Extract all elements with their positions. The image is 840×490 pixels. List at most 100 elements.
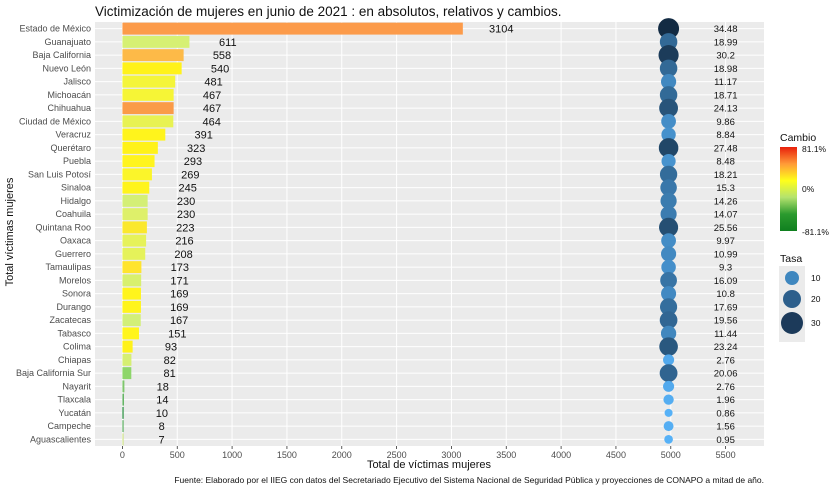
bar-value-label: 540 xyxy=(211,63,229,75)
state-label: Durango xyxy=(56,302,91,312)
bar xyxy=(122,287,141,300)
bar xyxy=(122,247,146,260)
state-label: Hidalgo xyxy=(60,196,91,206)
state-label: Nuevo León xyxy=(42,63,91,73)
bar-value-label: 8 xyxy=(159,421,165,433)
bar-value-label: 223 xyxy=(176,222,194,234)
rate-label: 8.48 xyxy=(716,157,735,168)
state-label: Estado de México xyxy=(19,24,91,34)
chart-title: Victimización de mujeres en junio de 202… xyxy=(95,4,562,19)
rate-point xyxy=(661,127,676,142)
x-tick-label: 3500 xyxy=(496,450,516,460)
bar xyxy=(122,340,133,353)
rate-points xyxy=(658,18,680,444)
bar xyxy=(122,234,147,247)
rate-point xyxy=(660,179,677,196)
rate-label: 8.84 xyxy=(716,130,735,141)
x-tick-labels: 0 500 1000 1500 2000 2500 3000 3500 4000 4500 5000… xyxy=(120,446,736,460)
rate-label: 10.8 xyxy=(716,289,735,300)
legend-tasa-key-30 xyxy=(781,312,803,334)
rate-point xyxy=(658,18,680,40)
source-caption: Fuente: Elaborado por el IIEG con datos … xyxy=(174,475,764,485)
rate-label: 9.97 xyxy=(716,236,735,247)
legend-tasa: Tasa 10 20 30 xyxy=(779,253,821,342)
state-label: Nayarit xyxy=(62,381,91,391)
bar-value-label: 391 xyxy=(195,130,213,142)
legend-cambio: Cambio 81.1% 0% -81.1% xyxy=(780,132,829,237)
bar-value-label: 171 xyxy=(170,275,188,287)
rate-point xyxy=(661,154,676,169)
rate-label: 20.06 xyxy=(714,369,738,380)
legend-cambio-mid: 0% xyxy=(802,184,815,194)
rate-label: 0.95 xyxy=(716,435,735,446)
bar-value-label: 18 xyxy=(157,381,169,393)
rate-point xyxy=(658,45,679,66)
bar xyxy=(122,393,124,406)
bar-value-label: 10 xyxy=(156,408,168,420)
bar-value-label: 82 xyxy=(164,355,176,367)
rate-label: 34.48 xyxy=(714,24,738,35)
bar xyxy=(122,221,147,234)
rate-label: 14.26 xyxy=(714,196,738,207)
rate-label: 23.24 xyxy=(714,342,738,353)
bar xyxy=(122,102,174,115)
state-label: Tabasco xyxy=(57,328,91,338)
rate-label: 17.69 xyxy=(714,302,738,313)
x-tick-label: 0 xyxy=(120,450,125,460)
bar xyxy=(122,115,174,128)
bar xyxy=(122,406,124,419)
bar xyxy=(122,155,155,168)
bar-value-label: 14 xyxy=(156,395,168,407)
bar-value-label: 169 xyxy=(170,302,188,314)
bar xyxy=(122,367,132,380)
rate-point xyxy=(664,408,673,417)
bar xyxy=(122,353,132,366)
state-label: Oaxaca xyxy=(60,236,91,246)
bar xyxy=(122,22,463,35)
bar xyxy=(122,128,166,141)
rate-point xyxy=(661,286,677,302)
state-label: Sonora xyxy=(62,289,91,299)
rate-label: 9.3 xyxy=(719,263,732,274)
rate-point xyxy=(660,74,677,90)
rate-label: 18.98 xyxy=(714,64,738,75)
rate-point xyxy=(659,364,678,383)
bar-value-label: 216 xyxy=(175,236,193,248)
rate-point xyxy=(661,233,676,249)
state-label: Zacatecas xyxy=(49,315,91,325)
x-tick-label: 2500 xyxy=(387,450,407,460)
rate-point xyxy=(659,86,678,104)
bar xyxy=(122,314,141,327)
rate-point xyxy=(661,114,676,129)
state-label: Quintana Roo xyxy=(35,222,91,232)
bar-value-label: 208 xyxy=(174,249,192,261)
rate-label: 18.71 xyxy=(714,90,738,101)
state-label: Sinaloa xyxy=(61,183,91,193)
legend-cambio-max: 81.1% xyxy=(802,144,827,154)
legend-colorbar xyxy=(780,147,797,231)
bar-value-label: 151 xyxy=(168,328,186,340)
rate-point xyxy=(659,311,678,329)
state-label: Veracruz xyxy=(55,130,91,140)
bar xyxy=(122,300,141,313)
bar-value-label: 611 xyxy=(219,37,237,49)
bars xyxy=(122,22,463,446)
bar-value-label: 245 xyxy=(178,183,196,195)
state-label: Coahuila xyxy=(55,209,91,219)
bar-value-label: 481 xyxy=(204,77,222,89)
bar-value-label: 81 xyxy=(164,368,176,380)
bar-value-label: 169 xyxy=(170,289,188,301)
plot-panel xyxy=(95,22,764,446)
bar xyxy=(122,181,150,194)
state-label: Michoacán xyxy=(47,90,91,100)
state-label: Chiapas xyxy=(58,355,92,365)
rate-label: 11.44 xyxy=(714,329,737,340)
rate-point xyxy=(663,421,674,432)
rate-label: 0.86 xyxy=(716,408,735,419)
x-tick-label: 4500 xyxy=(606,450,626,460)
bar-value-label: 230 xyxy=(177,196,195,208)
rate-point xyxy=(660,272,677,289)
x-tick-label: 5500 xyxy=(716,450,736,460)
